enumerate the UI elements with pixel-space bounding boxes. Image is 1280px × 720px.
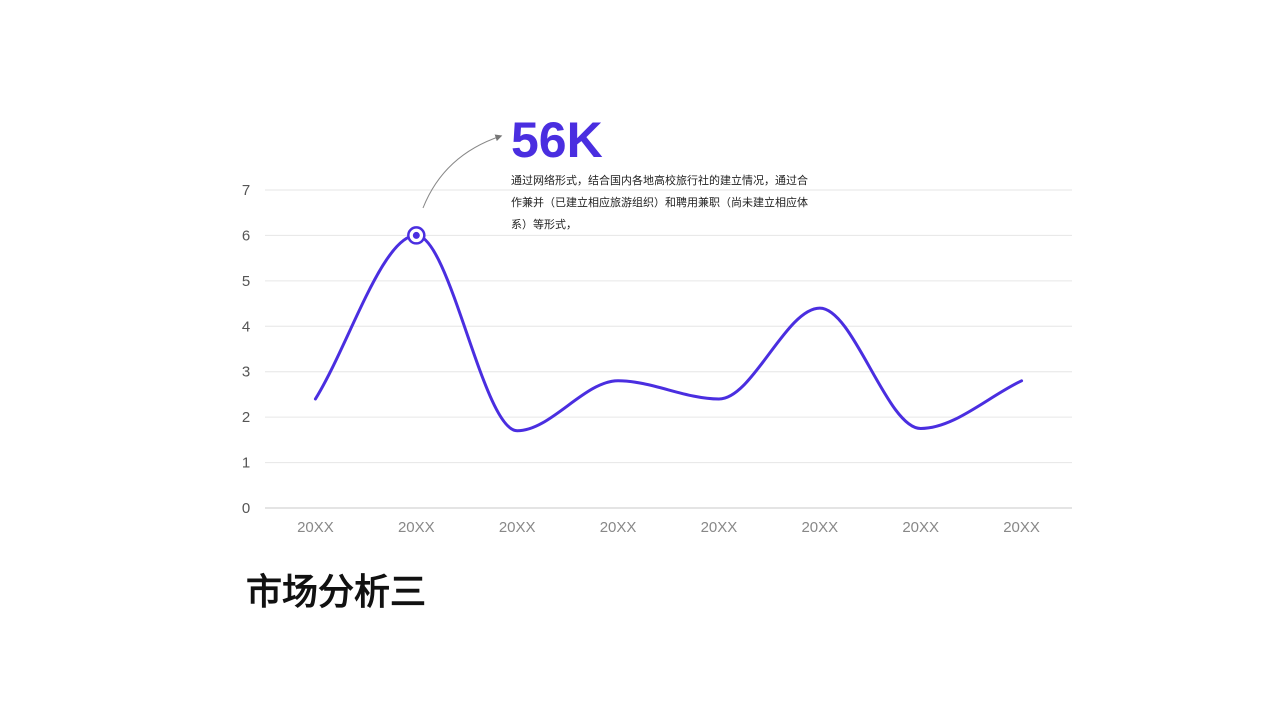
series-layer (313, 226, 1024, 433)
y-tick-label: 3 (242, 364, 250, 381)
slide-title: 市场分析三 (246, 572, 427, 613)
y-tick-label: 2 (242, 409, 250, 426)
x-tick-label: 20XX (398, 519, 435, 536)
callout-description: 通过网络形式，结合国内各地高校旅行社的建立情况，通过合作兼并（已建立相应旅游组织… (511, 174, 808, 231)
x-tick-label: 20XX (1003, 519, 1040, 536)
y-tick-label: 1 (242, 455, 250, 472)
highlight-point-dot (412, 231, 420, 239)
y-tick-label: 4 (242, 318, 250, 335)
x-tick-label: 20XX (801, 519, 838, 536)
x-tick-label: 20XX (499, 519, 536, 536)
x-tick-label: 20XX (297, 519, 334, 536)
y-tick-label: 0 (242, 500, 250, 517)
callout-value: 56K (511, 112, 603, 168)
y-tick-label: 7 (242, 182, 250, 199)
y-tick-label: 5 (242, 273, 250, 290)
x-tick-label: 20XX (902, 519, 939, 536)
series-line (313, 233, 1024, 433)
x-tick-label: 20XX (600, 519, 637, 536)
x-tick-label: 20XX (701, 519, 738, 536)
callout-arrow (422, 134, 503, 209)
y-tick-label: 6 (242, 227, 250, 244)
grid-layer (265, 189, 1072, 509)
x-axis: 20XX 20XX 20XX 20XX 20XX 20XX 20XX 20XX (297, 519, 1040, 536)
y-axis: 0 1 2 3 4 5 6 7 (242, 182, 250, 517)
